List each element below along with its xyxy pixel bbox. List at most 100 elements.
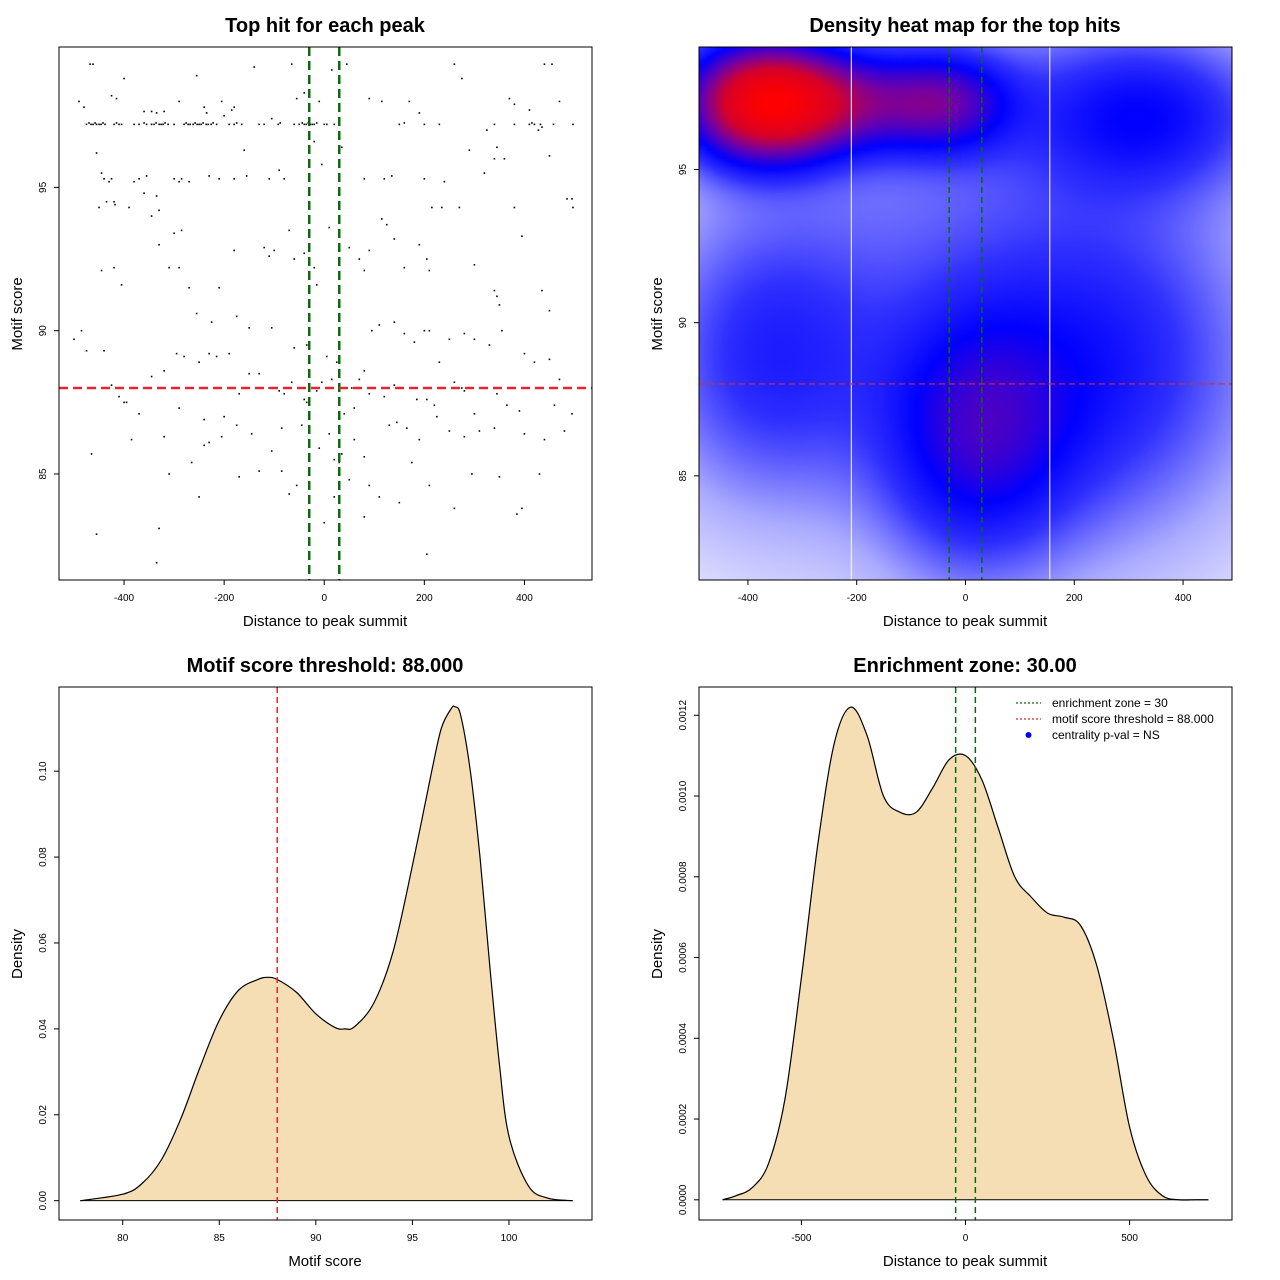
- data-point: [258, 123, 260, 126]
- y-tick-label: 0.00: [38, 1191, 49, 1211]
- data-point: [123, 77, 125, 80]
- data-point: [343, 412, 346, 415]
- data-point: [553, 404, 556, 406]
- data-point: [539, 123, 542, 126]
- data-point: [531, 122, 533, 124]
- data-point: [386, 223, 388, 226]
- data-point: [100, 123, 102, 126]
- data-point: [78, 100, 80, 103]
- data-point: [543, 438, 546, 441]
- data-point: [138, 412, 140, 415]
- x-tick-label: -200: [214, 593, 234, 604]
- data-point: [493, 427, 496, 429]
- data-point: [212, 122, 214, 124]
- data-point: [220, 100, 223, 103]
- data-point: [90, 453, 93, 455]
- y-tick-label: 90: [678, 317, 689, 329]
- data-point: [552, 123, 555, 126]
- score-density-title: Motif score threshold: 88.000: [187, 655, 464, 677]
- data-point: [298, 123, 301, 126]
- data-point: [493, 157, 496, 160]
- data-point: [80, 329, 83, 332]
- data-point: [158, 527, 160, 530]
- heatmap-plot-frame: [698, 46, 1233, 581]
- data-point: [203, 106, 205, 108]
- data-point: [188, 180, 190, 183]
- x-tick-label: 200: [1066, 593, 1083, 604]
- data-point: [180, 229, 183, 232]
- data-point: [363, 516, 366, 518]
- data-point: [441, 206, 443, 209]
- data-point: [120, 284, 123, 286]
- data-point: [208, 352, 210, 355]
- x-tick-label: 200: [416, 593, 433, 604]
- data-point: [453, 63, 456, 65]
- data-point: [233, 123, 235, 126]
- data-point: [305, 344, 308, 346]
- data-point: [548, 358, 551, 361]
- data-point: [348, 478, 351, 481]
- distance-density-plot-frame: [698, 686, 1233, 1221]
- data-point: [458, 206, 461, 209]
- data-point: [290, 381, 293, 384]
- data-point: [163, 435, 165, 438]
- data-point: [358, 378, 361, 381]
- x-tick-label: 80: [117, 1233, 129, 1244]
- data-point: [95, 123, 98, 126]
- y-tick-label: 0.0002: [678, 1103, 689, 1134]
- data-point: [448, 430, 451, 432]
- data-point: [496, 295, 498, 298]
- data-point: [205, 123, 207, 126]
- data-point: [279, 122, 282, 124]
- data-point: [473, 263, 476, 266]
- data-point: [233, 178, 235, 180]
- data-point: [118, 123, 120, 126]
- data-point: [92, 123, 94, 126]
- data-point: [537, 129, 540, 131]
- data-point: [428, 484, 431, 487]
- data-point: [167, 123, 169, 126]
- data-point: [378, 496, 381, 498]
- data-point: [100, 172, 103, 174]
- data-point: [461, 387, 463, 389]
- score-density-panel: Motif score threshold: 88.000 Motif scor…: [9, 655, 593, 1270]
- data-point: [305, 401, 308, 404]
- data-point: [393, 384, 396, 386]
- data-point: [323, 521, 326, 524]
- data-point: [290, 63, 293, 65]
- data-point: [235, 122, 238, 124]
- legend-entry: enrichment zone = 30: [1052, 696, 1168, 710]
- data-point: [503, 157, 506, 160]
- data-point: [160, 123, 162, 126]
- data-point: [277, 123, 280, 126]
- data-point: [143, 122, 145, 124]
- x-tick-label: -400: [738, 593, 758, 604]
- data-point: [83, 106, 85, 108]
- data-point: [250, 433, 253, 435]
- data-point: [358, 258, 361, 260]
- data-point: [295, 97, 298, 100]
- data-point: [202, 122, 204, 124]
- data-point: [268, 178, 270, 180]
- data-point: [233, 106, 235, 108]
- data-point: [566, 198, 568, 200]
- heatmap-marks: -400 -200 0 200 400 85 90 95: [678, 47, 1232, 604]
- score-density-marks: 80 85 90 95 100 0.00 0.02 0.04 0.06 0.08 0.10: [38, 687, 573, 1244]
- data-point: [205, 112, 208, 114]
- data-point: [278, 390, 281, 392]
- data-point: [523, 433, 526, 435]
- data-point: [453, 381, 456, 384]
- y-tick-label: 0.0012: [678, 700, 689, 731]
- x-tick-label: 95: [407, 1233, 419, 1244]
- y-tick-label: 95: [678, 164, 689, 176]
- data-point: [303, 252, 306, 255]
- data-point: [418, 243, 421, 246]
- data-point: [208, 441, 210, 444]
- data-point: [203, 418, 205, 421]
- data-point: [190, 461, 193, 464]
- data-point: [403, 332, 406, 335]
- data-point: [198, 123, 200, 126]
- data-point: [498, 476, 501, 478]
- data-point: [108, 180, 110, 183]
- data-point: [428, 269, 431, 272]
